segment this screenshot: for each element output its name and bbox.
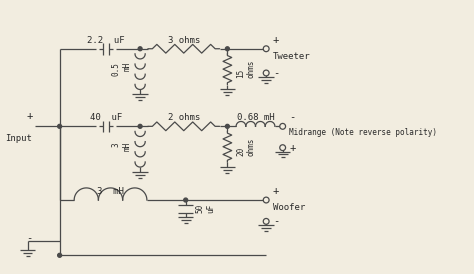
Circle shape bbox=[58, 253, 62, 257]
Text: -: - bbox=[26, 233, 33, 243]
Circle shape bbox=[263, 46, 269, 52]
Text: -: - bbox=[290, 112, 296, 122]
Text: 0.5
mH: 0.5 mH bbox=[112, 62, 131, 76]
Text: 3  mH: 3 mH bbox=[97, 187, 124, 196]
Circle shape bbox=[280, 123, 285, 129]
Circle shape bbox=[263, 70, 269, 76]
Text: 3 ohms: 3 ohms bbox=[168, 36, 200, 45]
Text: -: - bbox=[273, 68, 279, 78]
Circle shape bbox=[263, 218, 269, 224]
Text: 3
mH: 3 mH bbox=[112, 142, 131, 151]
Circle shape bbox=[138, 47, 142, 51]
Text: 2.2  uF: 2.2 uF bbox=[87, 36, 125, 45]
Text: +: + bbox=[273, 186, 279, 196]
Text: 0.68 mH: 0.68 mH bbox=[237, 113, 274, 122]
Circle shape bbox=[226, 124, 229, 128]
Text: 50
uF: 50 uF bbox=[195, 204, 215, 213]
Text: Woofer: Woofer bbox=[273, 203, 305, 212]
Text: -: - bbox=[273, 216, 279, 226]
Text: +: + bbox=[290, 143, 296, 153]
Circle shape bbox=[58, 124, 62, 128]
Text: 15
ohms: 15 ohms bbox=[236, 60, 255, 78]
Text: 20
ohms: 20 ohms bbox=[236, 138, 255, 156]
Text: Midrange (Note reverse polarity): Midrange (Note reverse polarity) bbox=[290, 128, 438, 137]
Circle shape bbox=[138, 124, 142, 128]
Circle shape bbox=[280, 145, 285, 151]
Text: 40  uF: 40 uF bbox=[90, 113, 122, 122]
Circle shape bbox=[263, 197, 269, 203]
Text: Tweeter: Tweeter bbox=[273, 52, 310, 61]
Text: Input: Input bbox=[6, 134, 33, 143]
Circle shape bbox=[184, 198, 188, 202]
Circle shape bbox=[226, 47, 229, 51]
Text: +: + bbox=[26, 112, 33, 121]
Text: +: + bbox=[273, 35, 279, 45]
Text: 2 ohms: 2 ohms bbox=[168, 113, 200, 122]
